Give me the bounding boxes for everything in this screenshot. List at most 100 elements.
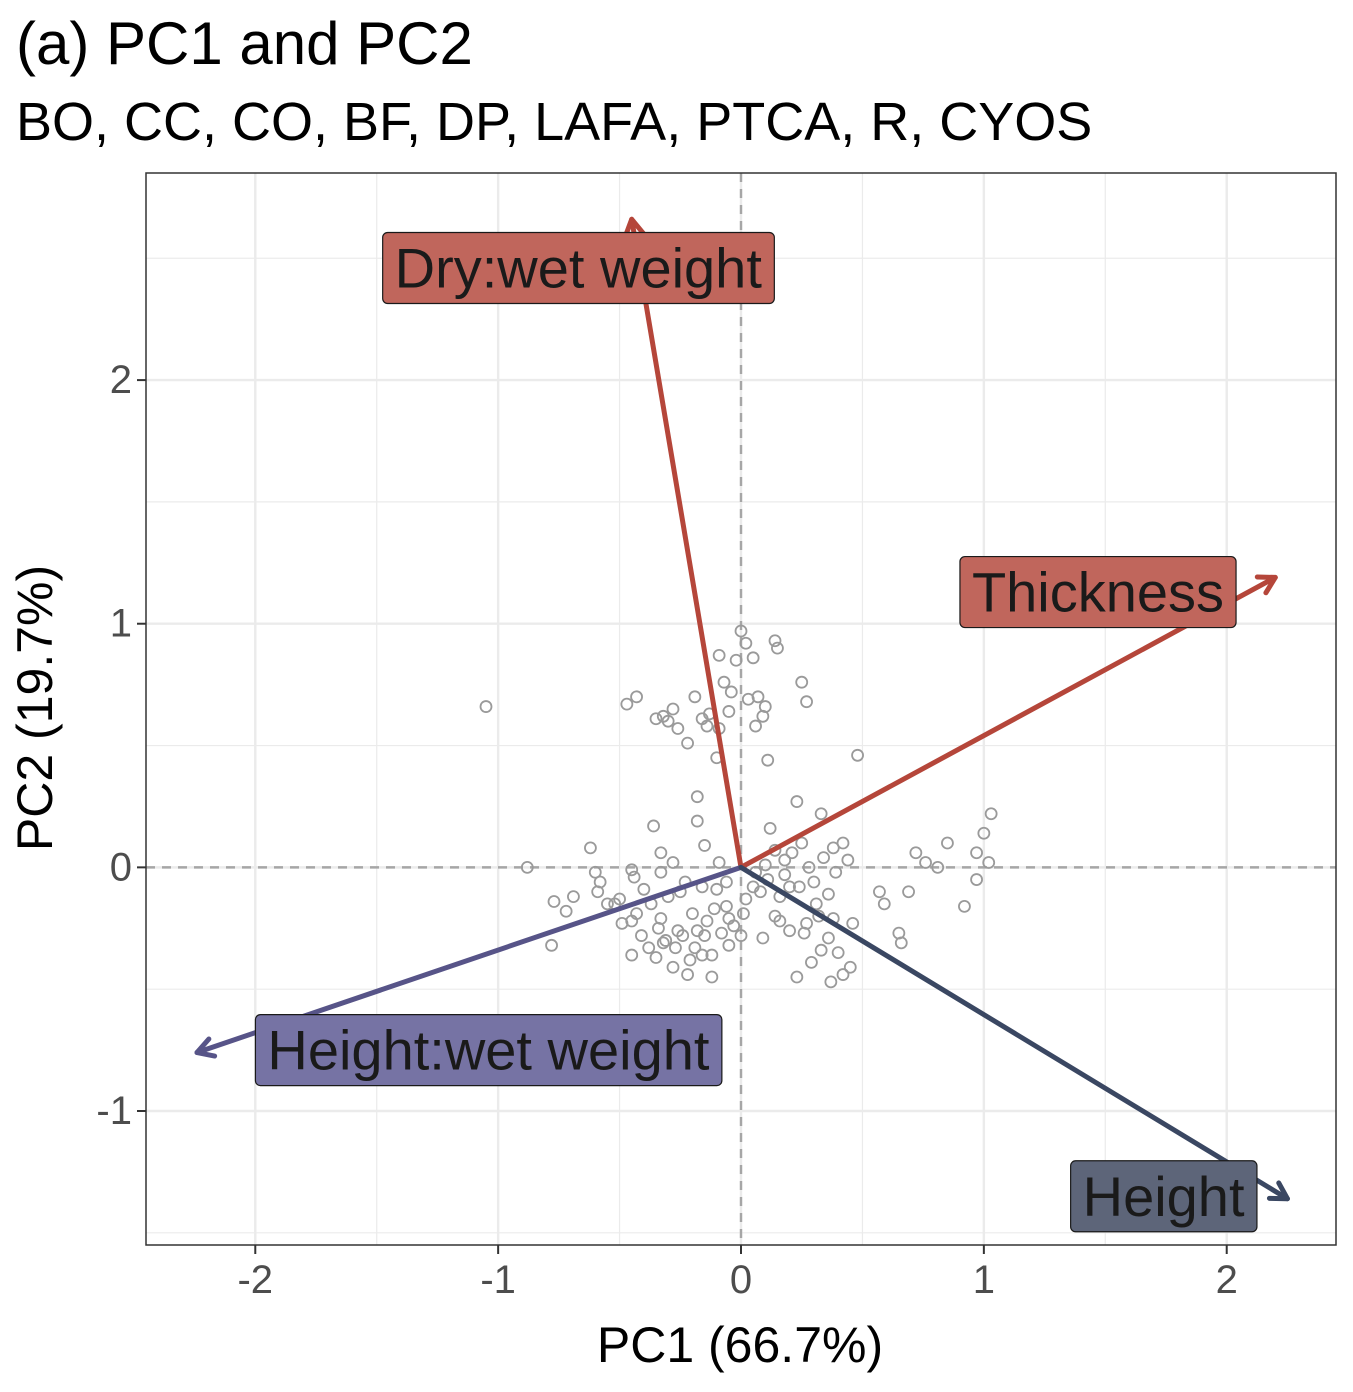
score-point	[683, 953, 697, 967]
score-point	[836, 968, 850, 981]
score-point	[635, 929, 648, 942]
score-point	[625, 948, 639, 962]
loading-arrowhead	[1266, 1180, 1290, 1202]
score-point	[649, 951, 663, 964]
loading-label-box	[1070, 1160, 1258, 1233]
loading-arrowhead	[194, 1036, 218, 1059]
score-point	[729, 653, 743, 667]
score-point	[836, 836, 850, 850]
score-point	[982, 856, 996, 869]
score-point	[792, 880, 806, 894]
score-point	[715, 926, 728, 940]
score-point	[627, 870, 641, 884]
score-point	[783, 924, 796, 938]
score-point	[712, 856, 726, 869]
loading-arrowhead	[622, 216, 646, 239]
score-point	[768, 634, 782, 648]
loading-label-box	[254, 1013, 723, 1087]
score-point	[758, 858, 772, 872]
score-point	[746, 651, 760, 665]
score-point	[877, 897, 891, 911]
score-point	[690, 790, 704, 804]
score-point	[739, 892, 753, 906]
score-point	[649, 712, 663, 726]
score-point	[795, 836, 809, 850]
score-point	[805, 955, 818, 969]
score-point	[705, 948, 719, 962]
loading-label-text: Height:wet weight	[267, 1019, 709, 1082]
loading-labels: Dry:wet weight Thickness Height:wet weight…	[254, 231, 1258, 1233]
score-point	[671, 722, 685, 735]
score-point	[625, 863, 639, 877]
score-point	[807, 875, 821, 889]
score-point	[698, 929, 711, 942]
score-point	[756, 709, 770, 723]
score-point	[722, 938, 736, 952]
score-point	[695, 948, 709, 962]
score-point	[705, 970, 719, 984]
score-point	[601, 897, 614, 911]
score-point	[681, 736, 694, 750]
score-point	[688, 941, 702, 955]
loading-label-box	[382, 231, 775, 305]
score-point	[698, 839, 711, 852]
loading-label-box	[959, 555, 1237, 629]
loading-arrowhead	[1254, 574, 1278, 596]
score-point	[722, 912, 736, 925]
loading-label-text: Thickness	[972, 561, 1224, 624]
score-point	[843, 960, 857, 974]
score-point	[700, 914, 714, 928]
score-point	[654, 912, 668, 925]
score-point	[824, 975, 838, 989]
score-point	[977, 826, 991, 840]
loading-label: Height:wet weight	[254, 1013, 723, 1087]
score-point	[737, 907, 750, 921]
score-point	[734, 624, 748, 638]
score-points	[479, 624, 998, 989]
score-point	[630, 690, 643, 704]
score-point	[654, 846, 668, 860]
x-tick-label: 0	[730, 1258, 752, 1302]
score-point	[984, 807, 998, 821]
score-point	[717, 675, 731, 689]
score-point	[790, 970, 804, 984]
score-point	[637, 882, 651, 896]
score-point	[681, 968, 694, 981]
score-point	[712, 649, 726, 662]
score-point	[666, 702, 680, 716]
x-tick-label: -2	[237, 1258, 273, 1302]
score-point	[669, 941, 682, 955]
score-point	[800, 917, 813, 930]
score-point	[720, 875, 733, 889]
score-point	[785, 846, 799, 860]
score-point	[970, 873, 983, 886]
score-point	[814, 807, 828, 821]
score-point	[661, 714, 675, 728]
loading-label: Thickness	[959, 555, 1237, 629]
score-point	[666, 960, 680, 974]
score-point	[822, 887, 835, 901]
y-tick-label: 1	[110, 602, 132, 646]
score-point	[800, 695, 813, 709]
loading-vector	[629, 216, 744, 870]
score-point	[710, 882, 724, 896]
x-tick-label: -1	[480, 1258, 516, 1302]
score-point	[931, 860, 945, 874]
score-point	[620, 697, 634, 711]
score-point	[809, 897, 823, 911]
score-point	[846, 917, 860, 930]
score-point	[941, 836, 954, 850]
score-point	[814, 943, 828, 957]
chart-title: (a) PC1 and PC2	[16, 10, 473, 77]
score-point	[707, 902, 721, 916]
score-point	[722, 705, 736, 718]
score-point	[479, 700, 493, 713]
y-axis-title: PC2 (19.7%)	[7, 565, 63, 851]
score-point	[778, 868, 792, 882]
score-point	[741, 692, 755, 706]
score-point	[734, 929, 748, 942]
score-point	[688, 690, 702, 704]
score-point	[778, 853, 792, 867]
score-point	[831, 946, 845, 960]
score-point	[656, 936, 670, 950]
